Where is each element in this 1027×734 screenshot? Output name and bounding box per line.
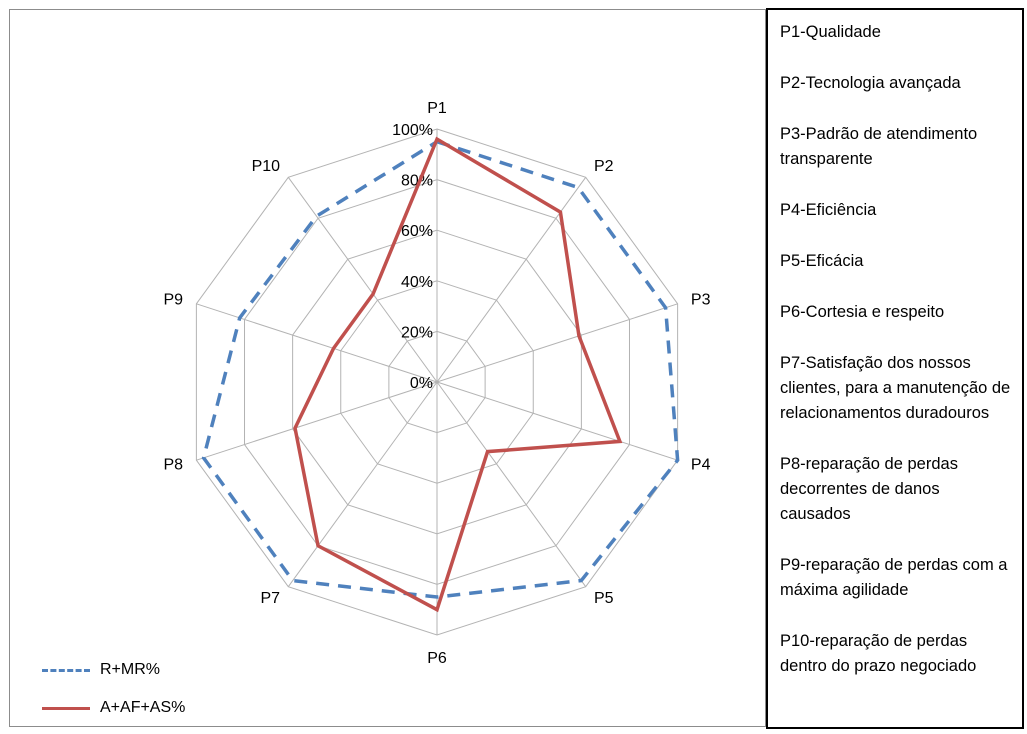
tick-label: 40% (401, 274, 433, 291)
description-p7: P7-Satisfação dos nossos clientes, para … (780, 354, 1011, 422)
series-line-0 (201, 139, 680, 599)
category-label: P1 (427, 100, 447, 117)
grid-spoke (436, 381, 587, 587)
description-p8: P8-reparação de perdas decorrentes de da… (780, 455, 958, 523)
description-p1: P1-Qualidade (780, 23, 881, 41)
category-label: P5 (594, 590, 614, 607)
chart-area: 0% 20% 40% 60% 80% 100% P1 P2 P3 P4 P5 P6 P7 P8 P9 P10 … (9, 9, 766, 727)
grid-spoke (196, 381, 438, 461)
category-label: P7 (260, 590, 280, 607)
legend-item-r-mr: R+MR% (42, 658, 185, 682)
description-p6: P6-Cortesia e respeito (780, 303, 945, 321)
grid-spoke (287, 381, 438, 587)
legend-swatch-dashed-icon (42, 664, 90, 676)
category-label: P3 (691, 291, 711, 308)
tick-label: 0% (410, 375, 433, 392)
legend-swatch-solid-icon (42, 702, 90, 714)
category-label: P6 (427, 650, 447, 667)
description-p3: P3-Padrão de atendimento transparente (780, 125, 978, 168)
grid-spoke (436, 177, 587, 383)
category-label: P8 (163, 457, 183, 474)
radar-chart: 0% 20% 40% 60% 80% 100% P1 P2 P3 P4 P5 P6 P7 P8 P9 P10 (163, 100, 711, 667)
tick-label: 80% (401, 173, 433, 190)
legend-item-a-af-as: A+AF+AS% (42, 696, 185, 720)
series-line-1 (293, 136, 623, 613)
category-label: P9 (163, 291, 183, 308)
tick-label: 100% (392, 122, 433, 139)
category-label: P10 (252, 158, 281, 175)
description-p10: P10-reparação de perdas dentro do prazo … (780, 632, 977, 675)
grid-spoke (436, 303, 678, 383)
legend-label-a-af-as: A+AF+AS% (100, 699, 186, 716)
description-p5: P5-Eficácia (780, 252, 864, 270)
legend-label-r-mr: R+MR% (100, 661, 161, 678)
description-p4: P4-Eficiência (780, 201, 877, 219)
legend: R+MR% A+AF+AS% (42, 658, 185, 734)
category-label: P4 (691, 457, 711, 474)
tick-label: 60% (401, 223, 433, 240)
category-label: P2 (594, 158, 614, 175)
grid-spoke (436, 381, 678, 461)
grid-spoke (196, 303, 438, 383)
description-p9: P9-reparação de perdas com a máxima agil… (780, 556, 1008, 599)
category-description-box: P1-Qualidade P2-Tecnologia avançada P3-P… (766, 8, 1024, 729)
tick-label: 20% (401, 324, 433, 341)
description-p2: P2-Tecnologia avançada (780, 74, 961, 92)
grid-spoke (287, 177, 438, 383)
